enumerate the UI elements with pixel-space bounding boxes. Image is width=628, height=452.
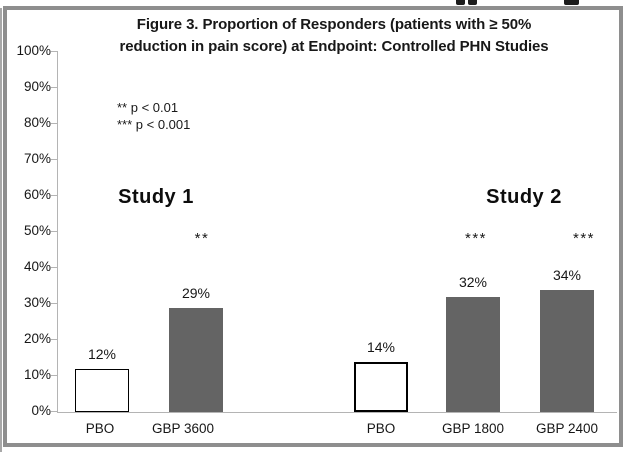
y-tick-label: 10% — [23, 367, 51, 382]
study-2-label: Study 2 — [486, 186, 562, 208]
y-tick-mark — [51, 267, 57, 268]
y-tick-label: 0% — [31, 403, 51, 418]
y-tick-label: 30% — [23, 295, 51, 310]
s1-bar-pbo-value: 12% — [87, 346, 117, 362]
y-tick-mark — [51, 195, 57, 196]
chart-title-line-1: Figure 3. Proportion of Responders (pati… — [136, 16, 532, 33]
y-tick-mark — [51, 375, 57, 376]
y-tick-label: 100% — [16, 43, 51, 58]
chart-title: Figure 3. Proportion of Responders (pati… — [44, 14, 624, 58]
x-label-s1-pbo: PBO — [85, 421, 115, 436]
s2-bar-gbp-1800-value: 32% — [458, 274, 488, 290]
study-1-label: Study 1 — [118, 186, 194, 208]
significance-legend: ** p < 0.01 *** p < 0.001 — [117, 99, 190, 133]
y-tick-mark — [51, 123, 57, 124]
y-tick-label: 50% — [23, 223, 51, 238]
y-tick-mark — [51, 87, 57, 88]
left-edge-line — [0, 8, 2, 452]
legend-note-1: ** p < 0.01 — [117, 100, 179, 115]
s1-bar-gbp-3600-value: 29% — [181, 285, 211, 301]
y-tick-mark — [51, 411, 57, 412]
significance-mark-s2-gbp-1800: *** — [464, 230, 487, 247]
chart-title-line-2: reduction in pain score) at Endpoint: Co… — [119, 38, 549, 55]
y-tick-label: 80% — [23, 115, 51, 130]
legend-note-2: *** p < 0.001 — [117, 117, 191, 132]
y-tick-label: 40% — [23, 259, 51, 274]
s2-bar-pbo — [354, 362, 408, 412]
y-tick-label: 70% — [23, 151, 51, 166]
y-tick-label: 90% — [23, 79, 51, 94]
s2-bar-pbo-value: 14% — [366, 339, 396, 355]
x-label-s2-gbp-1800: GBP 1800 — [441, 421, 505, 436]
x-label-s1-gbp-3600: GBP 3600 — [151, 421, 215, 436]
s2-bar-gbp-2400-value: 34% — [552, 267, 582, 283]
y-tick-label: 60% — [23, 187, 51, 202]
y-tick-mark — [51, 159, 57, 160]
y-tick-mark — [51, 303, 57, 304]
x-label-s2-gbp-2400: GBP 2400 — [535, 421, 599, 436]
cropped-text-artifact — [456, 0, 465, 5]
s2-bar-gbp-1800 — [446, 297, 500, 412]
y-tick-label: 20% — [23, 331, 51, 346]
y-tick-mark — [51, 339, 57, 340]
y-tick-mark — [51, 51, 57, 52]
significance-mark-s1-gbp-3600: ** — [194, 230, 210, 247]
x-axis-line — [57, 412, 617, 413]
significance-mark-s2-gbp-2400: *** — [572, 230, 595, 247]
figure-frame — [3, 6, 623, 447]
cropped-text-artifact — [468, 0, 477, 5]
s1-bar-gbp-3600 — [169, 308, 223, 412]
cropped-text-artifact — [564, 0, 579, 5]
s2-bar-gbp-2400 — [540, 290, 594, 412]
y-tick-mark — [51, 231, 57, 232]
s1-bar-pbo — [75, 369, 129, 412]
y-axis-line — [57, 51, 58, 412]
x-label-s2-pbo: PBO — [366, 421, 396, 436]
